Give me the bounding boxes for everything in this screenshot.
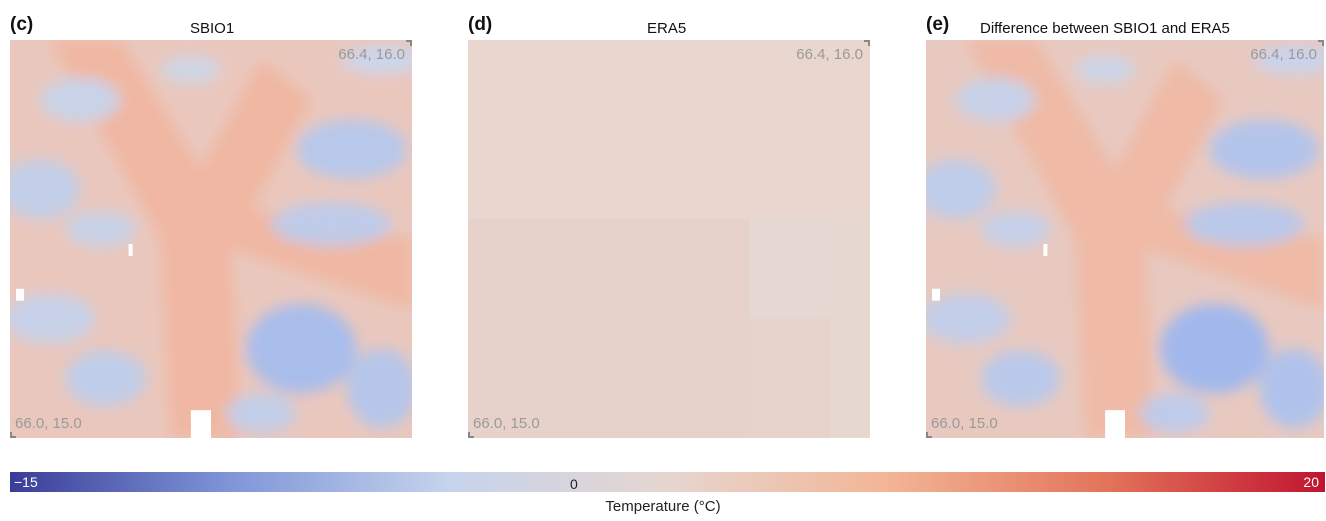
map-sbio1[interactable]: 66.4, 16.0 66.0, 15.0 <box>10 40 412 438</box>
panel-e-letter: (e) <box>926 14 950 35</box>
panel-c-letter: (c) <box>10 14 34 35</box>
colorbar-max-label: 20 <box>1303 474 1319 490</box>
map-sbio1-image <box>10 40 412 438</box>
coord-ne-label: 66.4, 16.0 <box>338 46 405 63</box>
panel-e-title: Difference between SBIO1 and ERA5 <box>980 20 1230 37</box>
coord-ne-label: 66.4, 16.0 <box>1250 46 1317 63</box>
map-era5[interactable]: 66.4, 16.0 66.0, 15.0 <box>468 40 870 438</box>
coord-sw-label: 66.0, 15.0 <box>931 415 998 432</box>
map-difference-image <box>926 40 1324 438</box>
temperature-colorbar: −15 20 <box>10 472 1325 492</box>
corner-tick <box>10 432 16 438</box>
corner-tick <box>468 432 474 438</box>
corner-tick <box>864 40 870 46</box>
coord-sw-label: 66.0, 15.0 <box>15 415 82 432</box>
panel-d-title: ERA5 <box>647 20 687 37</box>
colorbar-zero-label: 0 <box>570 476 578 492</box>
coord-sw-label: 66.0, 15.0 <box>473 415 540 432</box>
corner-tick <box>1318 40 1324 46</box>
colorbar-min-label: −15 <box>14 474 38 490</box>
coord-ne-label: 66.4, 16.0 <box>796 46 863 63</box>
corner-tick <box>926 432 932 438</box>
colorbar-title: Temperature (°C) <box>605 498 721 515</box>
corner-tick <box>406 40 412 46</box>
map-era5-image <box>468 40 870 438</box>
panel-c-title: SBIO1 <box>190 20 235 37</box>
map-difference[interactable]: 66.4, 16.0 66.0, 15.0 <box>926 40 1324 438</box>
panel-d-letter: (d) <box>468 14 493 35</box>
